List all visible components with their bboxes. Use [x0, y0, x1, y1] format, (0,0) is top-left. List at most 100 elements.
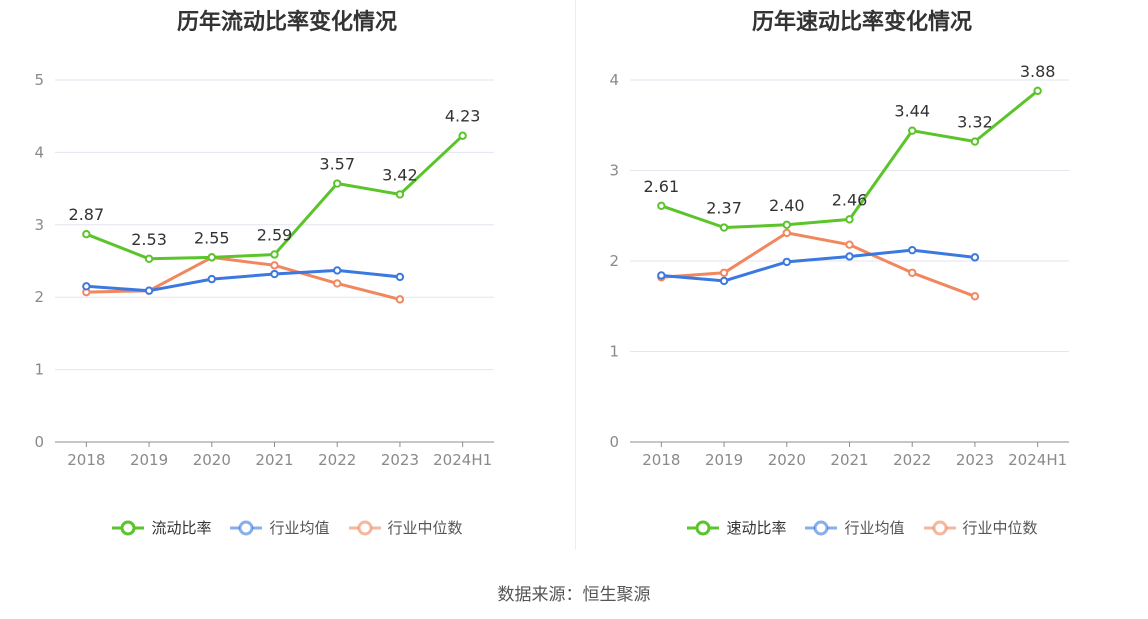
data-label: 4.23 [445, 107, 481, 126]
current-ratio-plot: 0 1 2 3 4 5 2018 2019 2020 2021 2022 2023 2024H1 2.87… [34, 71, 494, 469]
x-tick-label: 2018 [67, 451, 105, 469]
chart-title: 历年流动比率变化情况 [176, 10, 397, 35]
data-point [82, 230, 91, 239]
data-label: 3.44 [894, 102, 930, 121]
data-point [333, 179, 342, 188]
y-tick-label: 0 [609, 433, 619, 451]
data-point [144, 286, 154, 295]
data-label: 2.59 [257, 225, 293, 244]
data-label: 2.37 [706, 199, 742, 218]
quick-ratio-chart: 历年速动比率变化情况 0 1 2 3 4 2018 2019 2020 2021 2022 2023… [575, 0, 1148, 560]
data-point [719, 268, 729, 277]
data-point [908, 126, 917, 135]
series-line [661, 248, 976, 283]
data-label: 3.88 [1020, 62, 1056, 81]
y-tick-label: 3 [34, 216, 44, 234]
legend-line-circle-icon [230, 520, 263, 535]
x-tick-label: 2020 [193, 451, 231, 469]
legend-label: 行业均值 [844, 519, 905, 537]
data-point [845, 252, 854, 261]
x-tick-label: 2023 [956, 451, 994, 469]
data-point [270, 250, 279, 259]
data-label: 3.42 [382, 165, 418, 184]
legend-label: 速动比率 [726, 519, 787, 537]
x-tick-label: 2020 [768, 451, 806, 469]
data-point [657, 271, 666, 280]
data-label: 2.61 [644, 177, 680, 196]
data-point [82, 282, 91, 291]
x-tick-label: 2023 [381, 451, 419, 469]
data-point [270, 261, 279, 270]
legend-item[interactable]: 行业均值 [229, 517, 330, 538]
chart-legend: 流动比率 行业均值 行业中位数 [0, 517, 574, 538]
chart-legend: 速动比率 行业均值 行业中位数 [575, 517, 1148, 538]
y-tick-label: 4 [609, 71, 619, 89]
quick-ratio-plot: 0 1 2 3 4 2018 2019 2020 2021 2022 2023 2024H1 2.61 2… [609, 62, 1069, 469]
data-label: 2.53 [131, 230, 167, 249]
data-point [782, 228, 791, 238]
data-source: 数据来源：恒生聚源 [497, 585, 651, 605]
x-tick-label: 2024H1 [433, 451, 492, 469]
data-point [207, 253, 216, 262]
x-tick-label: 2019 [130, 451, 168, 469]
data-point [908, 268, 917, 277]
legend-line-circle-icon [687, 520, 720, 535]
legend-item[interactable]: 行业均值 [804, 517, 905, 538]
data-point [782, 220, 791, 230]
data-point [719, 223, 729, 232]
legend-item[interactable]: 速动比率 [686, 517, 786, 538]
data-point [908, 245, 917, 255]
data-point [782, 257, 791, 267]
y-tick-label: 1 [34, 361, 44, 379]
data-point [395, 190, 405, 199]
data-point [845, 215, 854, 224]
data-point [657, 201, 666, 210]
y-tick-label: 1 [609, 343, 619, 361]
data-label: 2.40 [769, 196, 805, 215]
x-tick-label: 2021 [830, 451, 868, 469]
legend-item[interactable]: 流动比率 [111, 517, 211, 538]
data-label: 2.46 [832, 190, 868, 209]
legend-label: 行业中位数 [962, 519, 1038, 537]
y-tick-label: 5 [34, 71, 44, 89]
chart-title: 历年速动比率变化情况 [751, 10, 972, 35]
y-tick-label: 3 [609, 162, 619, 180]
legend-line-circle-icon [348, 520, 381, 535]
legend-item[interactable]: 行业中位数 [348, 517, 463, 538]
series-line [86, 268, 401, 293]
y-tick-label: 2 [34, 288, 44, 306]
legend-label: 行业均值 [269, 519, 330, 537]
x-tick-label: 2024H1 [1008, 451, 1067, 469]
x-tick-label: 2022 [893, 451, 931, 469]
y-tick-label: 2 [609, 252, 619, 270]
y-tick-label: 4 [34, 143, 44, 161]
data-point [333, 279, 342, 288]
x-tick-label: 2022 [318, 451, 356, 469]
data-point [970, 292, 980, 301]
data-label: 2.55 [194, 228, 230, 247]
data-label: 3.57 [319, 155, 355, 174]
x-tick-label: 2021 [255, 451, 293, 469]
data-point [1033, 86, 1042, 96]
y-tick-label: 0 [34, 433, 44, 451]
data-point [970, 137, 980, 146]
legend-label: 流动比率 [151, 519, 212, 537]
legend-line-circle-icon [112, 520, 145, 535]
data-point [845, 240, 854, 249]
legend-line-circle-icon [923, 520, 956, 535]
data-point [970, 253, 980, 262]
legend-line-circle-icon [805, 520, 838, 535]
x-tick-label: 2019 [705, 451, 743, 469]
data-point [144, 254, 154, 264]
data-point [395, 295, 405, 304]
data-point [207, 274, 216, 284]
current-ratio-chart: 历年流动比率变化情况 0 1 2 3 4 5 2018 2019 2020 2021 2022 202… [0, 0, 574, 560]
legend-item[interactable]: 行业中位数 [923, 517, 1038, 538]
data-point [333, 266, 342, 275]
x-tick-label: 2018 [642, 451, 680, 469]
panel-divider [575, 0, 576, 550]
data-label: 3.32 [957, 113, 993, 132]
series-line [86, 255, 401, 301]
data-point [395, 272, 405, 282]
data-point [719, 276, 729, 286]
